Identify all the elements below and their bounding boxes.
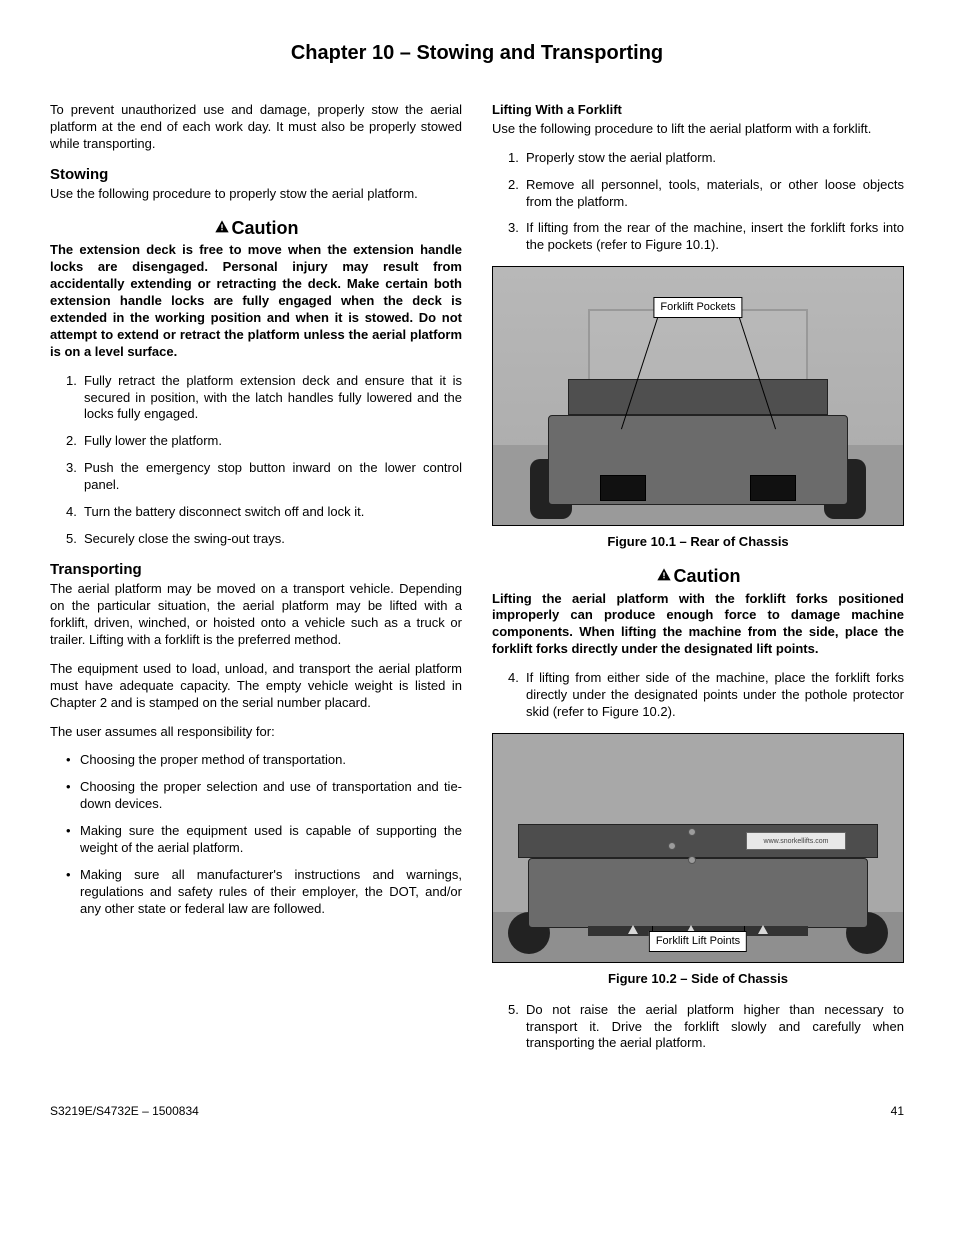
bullet-text: Making sure all manufacturer's instructi… — [80, 867, 462, 916]
transporting-bullets: Choosing the proper method of transporta… — [50, 752, 462, 917]
figure-10-1: Forklift Pockets — [492, 266, 904, 526]
figure-plate-text: www.snorkellifts.com — [746, 832, 846, 850]
forklift-steps-a: 1.Properly stow the aerial platform. 2.R… — [492, 150, 904, 254]
list-item: 5.Do not raise the aerial platform highe… — [508, 1002, 904, 1053]
list-item: Choosing the proper method of transporta… — [66, 752, 462, 769]
two-column-layout: To prevent unauthorized use and damage, … — [50, 102, 904, 1064]
step-text: Turn the battery disconnect switch off a… — [84, 504, 364, 519]
intro-paragraph: To prevent unauthorized use and damage, … — [50, 102, 462, 153]
list-item: 3.If lifting from the rear of the machin… — [508, 220, 904, 254]
step-text: Securely close the swing-out trays. — [84, 531, 285, 546]
list-item: 4.If lifting from either side of the mac… — [508, 670, 904, 721]
list-item: 5.Securely close the swing-out trays. — [66, 531, 462, 548]
list-item: 1.Fully retract the platform extension d… — [66, 373, 462, 424]
figure-label: Forklift Lift Points — [649, 931, 747, 951]
list-item: 2.Fully lower the platform. — [66, 433, 462, 450]
bullet-text: Making sure the equipment used is capabl… — [80, 823, 462, 855]
list-item: 2.Remove all personnel, tools, materials… — [508, 177, 904, 211]
bullet-text: Choosing the proper selection and use of… — [80, 779, 462, 811]
caution-heading: Caution — [50, 217, 462, 240]
footer-left: S3219E/S4732E – 1500834 — [50, 1104, 199, 1120]
step-text: If lifting from either side of the machi… — [526, 670, 904, 719]
list-item: 4.Turn the battery disconnect switch off… — [66, 504, 462, 521]
warning-icon — [214, 219, 230, 235]
forklift-step-4: 4.If lifting from either side of the mac… — [492, 670, 904, 721]
list-item: Making sure all manufacturer's instructi… — [66, 867, 462, 918]
caution-heading-2: Caution — [492, 565, 904, 588]
forklift-lead: Use the following procedure to lift the … — [492, 121, 904, 138]
caution-label: Caution — [232, 218, 299, 238]
figure-10-2-caption: Figure 10.2 – Side of Chassis — [492, 971, 904, 988]
step-text: Push the emergency stop button inward on… — [84, 460, 462, 492]
step-text: Properly stow the aerial platform. — [526, 150, 716, 165]
caution-label: Caution — [674, 566, 741, 586]
step-text: Do not raise the aerial platform higher … — [526, 1002, 904, 1051]
footer-page-number: 41 — [891, 1104, 904, 1120]
stowing-steps: 1.Fully retract the platform extension d… — [50, 373, 462, 548]
figure-label: Forklift Pockets — [653, 297, 742, 317]
caution-body-2: Lifting the aerial platform with the for… — [492, 591, 904, 659]
figure-10-2: www.snorkellifts.com Forklift Lift Point… — [492, 733, 904, 963]
left-column: To prevent unauthorized use and damage, … — [50, 102, 462, 1064]
caution-body: The extension deck is free to move when … — [50, 242, 462, 360]
chapter-title: Chapter 10 – Stowing and Transporting — [50, 40, 904, 66]
transporting-p3: The user assumes all responsibility for: — [50, 724, 462, 741]
list-item: Choosing the proper selection and use of… — [66, 779, 462, 813]
step-text: If lifting from the rear of the machine,… — [526, 220, 904, 252]
stowing-lead: Use the following procedure to properly … — [50, 186, 462, 203]
warning-icon — [656, 567, 672, 583]
list-item: Making sure the equipment used is capabl… — [66, 823, 462, 857]
forklift-step-5: 5.Do not raise the aerial platform highe… — [492, 1002, 904, 1053]
right-column: Lifting With a Forklift Use the followin… — [492, 102, 904, 1064]
step-text: Remove all personnel, tools, materials, … — [526, 177, 904, 209]
transporting-p1: The aerial platform may be moved on a tr… — [50, 581, 462, 649]
list-item: 1.Properly stow the aerial platform. — [508, 150, 904, 167]
forklift-heading: Lifting With a Forklift — [492, 102, 622, 117]
page-footer: S3219E/S4732E – 1500834 41 — [50, 1104, 904, 1120]
bullet-text: Choosing the proper method of transporta… — [80, 752, 346, 767]
stowing-heading: Stowing — [50, 165, 462, 185]
list-item: 3.Push the emergency stop button inward … — [66, 460, 462, 494]
step-text: Fully lower the platform. — [84, 433, 222, 448]
transporting-p2: The equipment used to load, unload, and … — [50, 661, 462, 712]
transporting-heading: Transporting — [50, 560, 462, 580]
figure-10-1-caption: Figure 10.1 – Rear of Chassis — [492, 534, 904, 551]
step-text: Fully retract the platform extension dec… — [84, 373, 462, 422]
